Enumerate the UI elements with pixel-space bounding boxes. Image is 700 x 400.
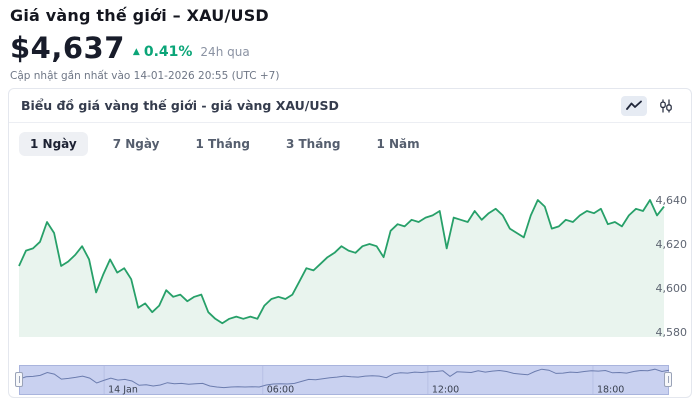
change-percent: 0.41%: [143, 44, 193, 60]
tab-1-month[interactable]: 1 Tháng: [195, 137, 250, 151]
y-axis-label: 4,580: [656, 326, 688, 339]
navigator-left-handle[interactable]: [15, 372, 23, 387]
timeframe-tabs: 1 Ngày 7 Ngày 1 Tháng 3 Tháng 1 Năm: [9, 123, 691, 160]
tab-3-months[interactable]: 3 Tháng: [285, 137, 341, 151]
chart-card-title: Biểu đồ giá vàng thế giới - giá vàng XAU…: [21, 98, 339, 113]
tab-7-days[interactable]: 7 Ngày: [112, 137, 160, 151]
page-title: Giá vàng thế giới – XAU/USD: [10, 6, 269, 25]
x-axis-label: 18:00: [597, 385, 624, 396]
chart-card: Biểu đồ giá vàng thế giới - giá vàng XAU…: [8, 88, 692, 398]
navigator-series-line: [18, 368, 670, 389]
y-axis-label: 4,600: [656, 282, 688, 295]
x-axis-label: 12:00: [432, 385, 459, 396]
chart-type-toggle: [621, 95, 679, 116]
price-chart-svg: 4,640 4,620 4,600 4,580: [18, 194, 688, 339]
tab-1-year[interactable]: 1 Năm: [376, 137, 420, 151]
up-arrow-icon: ▲: [132, 46, 140, 57]
chart-price-line: [18, 199, 665, 325]
last-updated-text: Cập nhật gần nhất vào 14-01-2026 20:55 (…: [10, 70, 280, 82]
y-axis-labels: 4,640 4,620 4,600 4,580: [656, 194, 688, 339]
price-chart[interactable]: 4,640 4,620 4,600 4,580: [9, 151, 691, 341]
change-period-label: 24h qua: [200, 45, 250, 59]
chart-area-fill: [19, 200, 664, 337]
price-row: $4,637 ▲ 0.41% 24h qua: [10, 31, 694, 65]
tab-1-day[interactable]: 1 Ngày: [19, 132, 88, 156]
current-price: $4,637: [10, 31, 125, 65]
x-axis-label: 14 Jan: [108, 385, 138, 396]
y-axis-label: 4,620: [656, 238, 688, 251]
x-axis-label: 06:00: [267, 385, 294, 396]
navigator-svg: 14 Jan 06:00 12:00 18:00: [18, 365, 670, 396]
chart-card-header: Biểu đồ giá vàng thế giới - giá vàng XAU…: [9, 89, 691, 123]
range-navigator[interactable]: 14 Jan 06:00 12:00 18:00: [18, 365, 670, 396]
y-axis-label: 4,640: [656, 194, 688, 207]
page-header: Giá vàng thế giới – XAU/USD $4,637 ▲ 0.4…: [10, 6, 694, 82]
line-chart-icon[interactable]: [621, 95, 647, 116]
price-change: ▲ 0.41%: [133, 44, 193, 60]
navigator-right-handle[interactable]: [664, 372, 672, 387]
x-axis-labels: 14 Jan 06:00 12:00 18:00: [108, 385, 624, 396]
candlestick-icon[interactable]: [653, 96, 679, 116]
